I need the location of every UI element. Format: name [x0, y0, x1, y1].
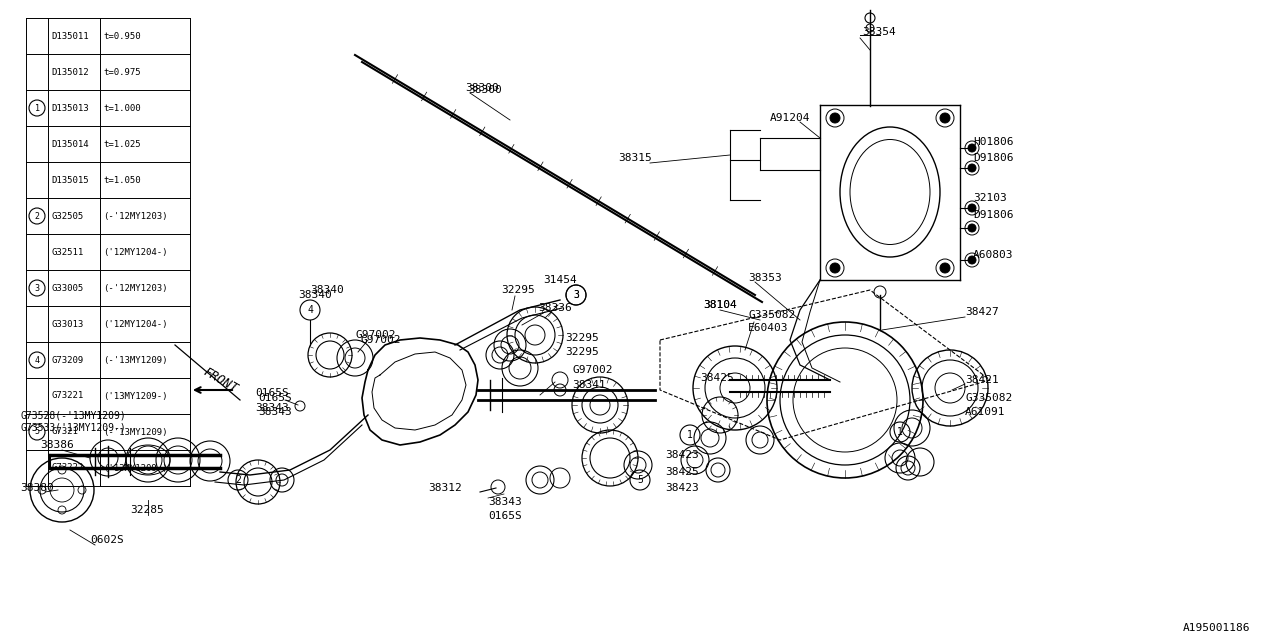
Circle shape — [940, 263, 950, 273]
Text: 32295: 32295 — [564, 347, 599, 357]
Text: (-'13MY1209): (-'13MY1209) — [102, 428, 168, 436]
Text: G73528(-'13MY1209): G73528(-'13MY1209) — [20, 410, 125, 420]
Text: A91204: A91204 — [771, 113, 810, 123]
Text: 2: 2 — [35, 211, 40, 221]
Text: 38315: 38315 — [618, 153, 652, 163]
Text: ('12MY1204-): ('12MY1204-) — [102, 319, 168, 328]
Text: (-'12MY1203): (-'12MY1203) — [102, 211, 168, 221]
Text: t=1.025: t=1.025 — [102, 140, 141, 148]
Text: 1: 1 — [897, 427, 902, 437]
Text: D135013: D135013 — [51, 104, 88, 113]
Text: 3: 3 — [573, 290, 579, 300]
Text: ('12MY1204-): ('12MY1204-) — [102, 248, 168, 257]
Text: A61091: A61091 — [965, 407, 1006, 417]
Text: A195001186: A195001186 — [1183, 623, 1251, 633]
Circle shape — [968, 256, 977, 264]
Text: ('13MY1209-): ('13MY1209-) — [102, 392, 168, 401]
Text: 0602S: 0602S — [90, 535, 124, 545]
Text: G73222: G73222 — [51, 463, 83, 472]
Text: G73209: G73209 — [51, 355, 83, 365]
Text: G97002: G97002 — [355, 330, 396, 340]
Text: FRONT: FRONT — [201, 365, 239, 395]
Text: 3: 3 — [573, 290, 579, 300]
Circle shape — [968, 224, 977, 232]
Text: G32511: G32511 — [51, 248, 83, 257]
Text: G33005: G33005 — [51, 284, 83, 292]
Text: 0165S: 0165S — [259, 393, 292, 403]
Circle shape — [940, 113, 950, 123]
Text: 1: 1 — [35, 104, 40, 113]
Text: G97002: G97002 — [360, 335, 401, 345]
Text: G32505: G32505 — [51, 211, 83, 221]
Text: 38421: 38421 — [965, 375, 998, 385]
Text: D91806: D91806 — [973, 153, 1014, 163]
Text: 38341: 38341 — [572, 380, 605, 390]
Text: 1: 1 — [687, 430, 692, 440]
Text: 2: 2 — [236, 475, 241, 485]
Text: H01806: H01806 — [973, 137, 1014, 147]
Text: 38423: 38423 — [666, 450, 699, 460]
Text: 0165S: 0165S — [488, 511, 522, 521]
Text: 38104: 38104 — [703, 300, 737, 310]
Text: 38427: 38427 — [965, 307, 998, 317]
Text: 38425: 38425 — [700, 373, 733, 383]
Text: 4: 4 — [307, 305, 312, 315]
Text: D135014: D135014 — [51, 140, 88, 148]
Circle shape — [968, 204, 977, 212]
Text: 38104: 38104 — [703, 300, 737, 310]
Text: 38423: 38423 — [666, 483, 699, 493]
Text: E60403: E60403 — [748, 323, 788, 333]
Text: 38354: 38354 — [861, 27, 896, 37]
Text: ('13MY1209-): ('13MY1209-) — [102, 463, 168, 472]
Text: G7321: G7321 — [51, 428, 78, 436]
Text: G33013: G33013 — [51, 319, 83, 328]
Text: t=1.000: t=1.000 — [102, 104, 141, 113]
Text: 38353: 38353 — [748, 273, 782, 283]
Text: G335082: G335082 — [748, 310, 795, 320]
Text: 3: 3 — [35, 284, 40, 292]
Text: D91806: D91806 — [973, 210, 1014, 220]
Text: G97002: G97002 — [572, 365, 613, 375]
Text: D135012: D135012 — [51, 67, 88, 77]
Circle shape — [968, 144, 977, 152]
Text: t=0.950: t=0.950 — [102, 31, 141, 40]
Text: 38300: 38300 — [465, 83, 499, 93]
Text: (-'13MY1209): (-'13MY1209) — [102, 355, 168, 365]
Text: 38340: 38340 — [310, 285, 344, 295]
Text: 0165S: 0165S — [255, 388, 289, 398]
Text: G73533('13MY1209-): G73533('13MY1209-) — [20, 423, 125, 433]
Text: t=0.975: t=0.975 — [102, 67, 141, 77]
Text: G335082: G335082 — [965, 393, 1012, 403]
Text: 38312: 38312 — [428, 483, 462, 493]
Text: A60803: A60803 — [973, 250, 1014, 260]
Text: 4: 4 — [35, 355, 40, 365]
Text: 38343: 38343 — [488, 497, 522, 507]
Text: D135011: D135011 — [51, 31, 88, 40]
Text: 5: 5 — [35, 428, 40, 436]
Text: 38380: 38380 — [20, 483, 54, 493]
Text: 32295: 32295 — [500, 285, 535, 295]
Text: 32285: 32285 — [131, 505, 164, 515]
Text: 32103: 32103 — [973, 193, 1007, 203]
Text: 5: 5 — [637, 475, 643, 485]
Text: 38386: 38386 — [40, 440, 74, 450]
Text: 38300: 38300 — [468, 85, 502, 95]
Text: t=1.050: t=1.050 — [102, 175, 141, 184]
Circle shape — [968, 164, 977, 172]
Circle shape — [829, 263, 840, 273]
Text: 38343: 38343 — [255, 403, 289, 413]
Text: 38343: 38343 — [259, 407, 292, 417]
Text: 31454: 31454 — [543, 275, 577, 285]
Text: D135015: D135015 — [51, 175, 88, 184]
Text: 38425: 38425 — [666, 467, 699, 477]
Text: (-'12MY1203): (-'12MY1203) — [102, 284, 168, 292]
Text: 32295: 32295 — [564, 333, 599, 343]
Circle shape — [829, 113, 840, 123]
Text: 38336: 38336 — [538, 303, 572, 313]
Text: 38340: 38340 — [298, 290, 332, 300]
Text: G73221: G73221 — [51, 392, 83, 401]
